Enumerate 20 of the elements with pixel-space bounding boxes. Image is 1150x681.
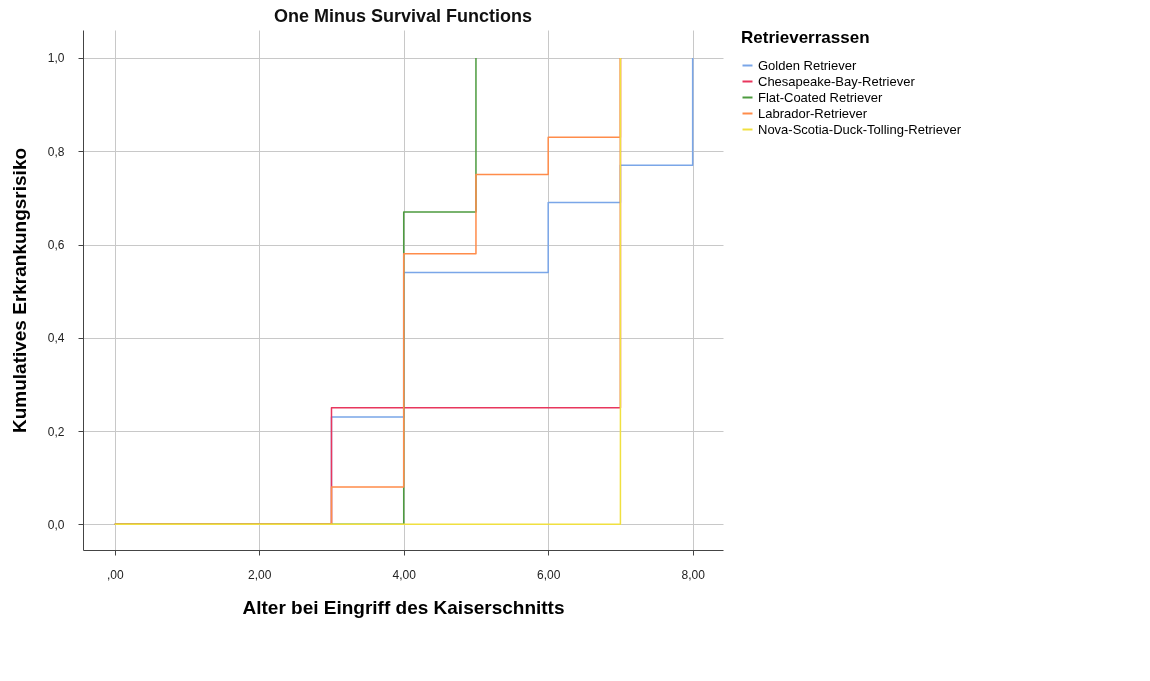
legend-title: Retrieverrassen	[741, 28, 870, 47]
y-tick-label: 0,0	[47, 517, 65, 532]
legend-label: Flat-Coated Retriever	[758, 89, 883, 105]
y-axis-title: Kumulatives Erkrankungsrisiko	[8, 147, 30, 434]
y-tick-label: 0,6	[47, 238, 65, 253]
y-tick-label: 0,8	[47, 144, 65, 159]
legend-label: Golden Retriever	[758, 57, 857, 73]
x-tick-label: 4,00	[392, 567, 417, 582]
x-axis-title: Alter bei Eingriff des Kaiserschnitts	[242, 596, 565, 618]
legend-label: Chesapeake-Bay-Retriever	[758, 73, 916, 89]
x-tick-label: 2,00	[248, 567, 272, 582]
chart-title: One Minus Survival Functions	[273, 6, 533, 26]
legend-label: Labrador-Retriever	[758, 105, 868, 121]
legend-label: Nova-Scotia-Duck-Tolling-Retriever	[758, 121, 962, 137]
y-tick-label: 0,4	[47, 331, 65, 346]
x-tick-label: 6,00	[537, 567, 561, 582]
y-tick-label: 0,2	[47, 424, 65, 439]
x-tick-label: 8,00	[681, 567, 706, 582]
x-tick-label: ,00	[106, 567, 124, 582]
y-tick-label: 1,0	[47, 51, 65, 66]
